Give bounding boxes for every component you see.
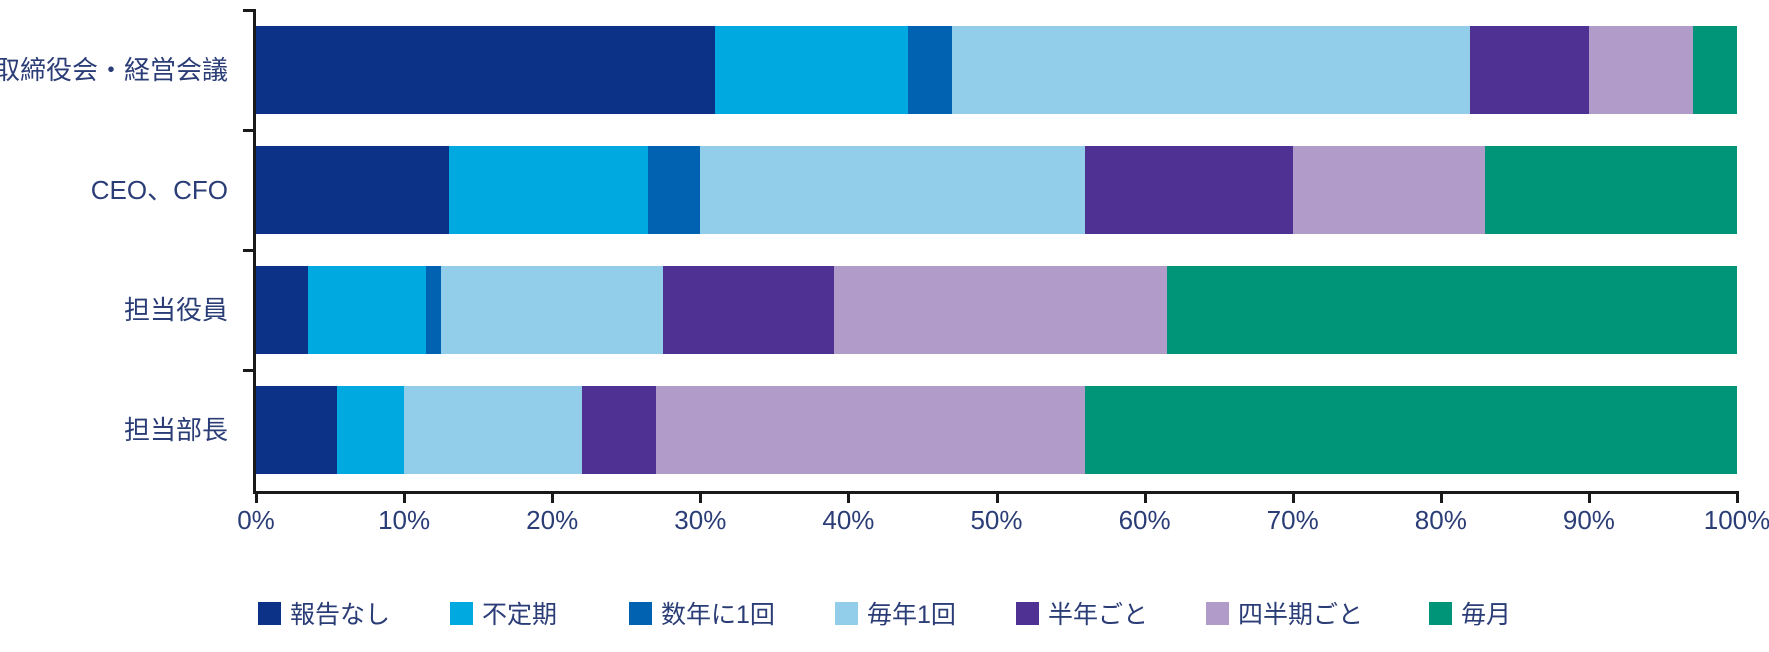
legend-item: 不定期: [450, 595, 557, 631]
legend: 報告なし 不定期 数年に1回 毎年1回 半年ごと 四半期ごと 毎月: [0, 595, 1769, 629]
bar-segment: [307, 266, 427, 354]
x-axis-tick-label: 90%: [1562, 505, 1615, 535]
y-axis-tick: [243, 249, 256, 252]
bar-segment: [663, 266, 834, 354]
bar-segment: [1292, 146, 1486, 234]
bar-segment: [1588, 26, 1693, 114]
bar-segment: [833, 266, 1167, 354]
x-axis-tick-label: 30%: [674, 505, 727, 535]
bar-segment: [655, 386, 1086, 474]
legend-swatch: [1016, 601, 1039, 625]
bar-segment: [581, 386, 656, 474]
bar-segment: [907, 26, 953, 114]
x-axis-tick-label: 50%: [970, 505, 1023, 535]
legend-label: 不定期: [482, 601, 558, 629]
legend-label: 毎月: [1461, 601, 1512, 629]
x-axis-tick-label: 10%: [378, 505, 431, 535]
bar-segment: [256, 266, 308, 354]
y-axis-tick: [243, 9, 256, 12]
legend-swatch: [1429, 601, 1452, 625]
x-axis-tick: [995, 491, 999, 503]
bar-segment: [404, 386, 582, 474]
y-axis-tick: [243, 129, 256, 132]
legend-item: 毎月: [1429, 595, 1511, 631]
bar-row: [256, 146, 1737, 234]
legend-item: 数年に1回: [629, 595, 775, 631]
y-axis-tick: [243, 369, 256, 372]
bar-row: [256, 386, 1737, 474]
x-axis-tick: [1736, 491, 1739, 503]
category-label: 担当部長: [123, 415, 228, 445]
bar-segment: [700, 146, 1086, 234]
plot-area: [243, 9, 1739, 503]
bar-segment: [715, 26, 908, 114]
legend-item: 半年ごと: [1016, 595, 1148, 631]
bar-segment: [1470, 26, 1589, 114]
x-axis-tick: [1439, 491, 1443, 503]
bar-segment: [648, 146, 701, 234]
bar-segment: [256, 386, 338, 474]
bar-segment: [1085, 146, 1293, 234]
x-axis-tick: [1291, 491, 1295, 503]
legend-swatch: [835, 601, 858, 625]
x-axis-tick-label: 60%: [1118, 505, 1171, 535]
x-axis-tick: [403, 491, 407, 503]
category-label: CEO、CFO: [90, 175, 228, 205]
legend-item: 四半期ごと: [1206, 595, 1363, 631]
legend-label: 半年ごと: [1048, 601, 1149, 629]
bar-segment: [1692, 26, 1737, 114]
x-axis-tick: [551, 491, 555, 503]
x-axis-tick-label: 70%: [1266, 505, 1319, 535]
x-axis-tick: [1587, 491, 1591, 503]
x-axis-tick: [255, 491, 258, 503]
bar-segment: [1085, 386, 1737, 474]
bar-segment: [337, 386, 405, 474]
bar-segment: [1485, 146, 1737, 234]
legend-item: 毎年1回: [835, 595, 956, 631]
bar-row: [256, 266, 1737, 354]
legend-label: 毎年1回: [867, 601, 956, 629]
legend-swatch: [1206, 601, 1229, 625]
legend-swatch: [450, 601, 473, 625]
bar-row: [256, 26, 1737, 114]
legend-item: 報告なし: [258, 595, 390, 631]
bar-segment: [256, 146, 449, 234]
legend-swatch: [258, 601, 281, 625]
legend-label: 数年に1回: [661, 601, 775, 629]
x-axis-tick: [847, 491, 851, 503]
legend-label: 報告なし: [290, 601, 391, 629]
category-label: 取締役会・経営会議: [0, 55, 228, 85]
bar-segment: [1166, 266, 1737, 354]
x-axis-tick-label: 80%: [1414, 505, 1467, 535]
x-axis-tick: [699, 491, 703, 503]
bar-segment: [441, 266, 664, 354]
bar-segment: [448, 146, 649, 234]
x-axis-tick: [1143, 491, 1147, 503]
bar-segment: [426, 266, 442, 354]
x-axis-tick-label: 40%: [822, 505, 875, 535]
category-label: 担当役員: [123, 295, 228, 325]
x-axis-tick-label: 20%: [526, 505, 579, 535]
legend-swatch: [629, 601, 652, 625]
legend-label: 四半期ごと: [1238, 601, 1364, 629]
bar-segment: [256, 26, 716, 114]
x-axis-tick-label: 100%: [1703, 505, 1769, 535]
x-axis-tick-label: 0%: [237, 505, 275, 535]
bar-segment: [952, 26, 1471, 114]
